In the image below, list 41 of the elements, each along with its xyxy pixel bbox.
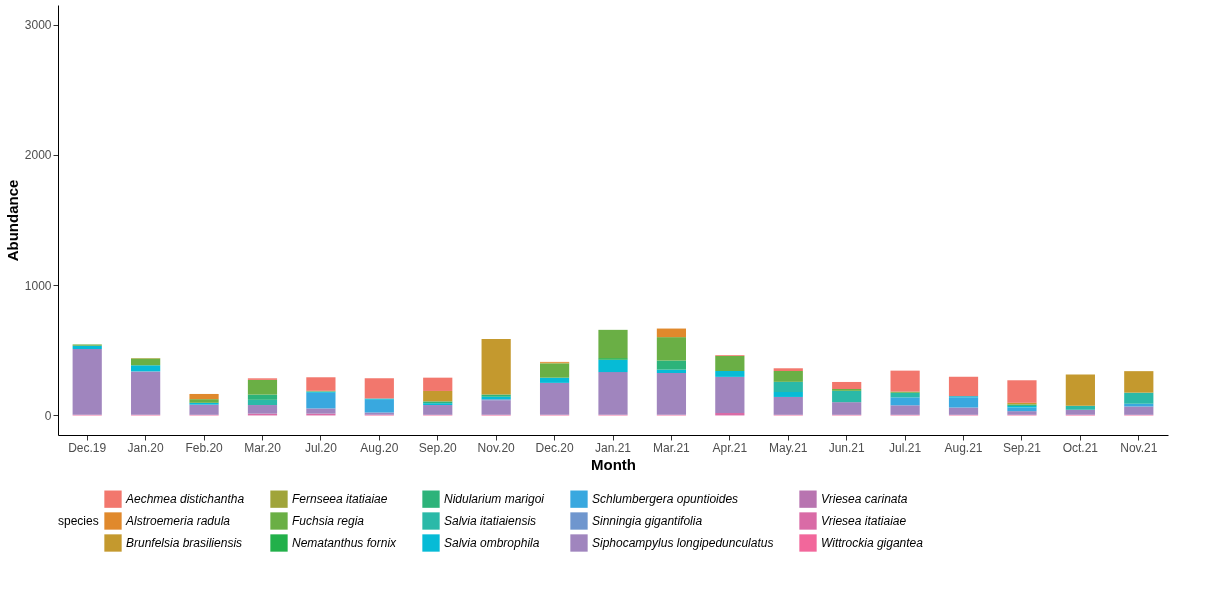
x-tick-label: Mar.21 bbox=[653, 440, 691, 455]
x-tick-label: Nov.20 bbox=[477, 440, 516, 455]
x-axis-title: Month bbox=[591, 455, 636, 473]
x-tick-label: Dec.19 bbox=[68, 440, 107, 455]
legend-label: Salvia ombrophila bbox=[444, 536, 540, 550]
x-tick-label: Oct.21 bbox=[1062, 440, 1099, 455]
y-tick-label: 1000 bbox=[24, 278, 52, 293]
x-tick-label: Apr.21 bbox=[712, 440, 748, 455]
legend-label: Schlumbergera opuntioides bbox=[592, 492, 739, 507]
legend-label: Wittrockia gigantea bbox=[821, 536, 924, 550]
legend-label: Aechmea distichantha bbox=[125, 492, 245, 507]
y-tick-label: 2000 bbox=[24, 148, 52, 163]
x-tick-label: Sep.21 bbox=[1002, 440, 1042, 455]
y-tick-label: 3000 bbox=[24, 18, 52, 33]
x-tick-label: Feb.20 bbox=[185, 440, 224, 455]
legend-title: species bbox=[58, 514, 99, 528]
x-tick-label: May.21 bbox=[769, 440, 808, 455]
x-tick-label: Sep.20 bbox=[418, 440, 458, 455]
legend-label: Vriesea itatiaiae bbox=[821, 514, 907, 528]
legend-label: Salvia itatiaiensis bbox=[444, 514, 537, 528]
x-tick-label: Jul.21 bbox=[889, 440, 922, 455]
x-tick-label: Aug.21 bbox=[944, 440, 983, 455]
legend-label: Fuchsia regia bbox=[292, 514, 365, 528]
legend-label: Fernseea itatiaiae bbox=[292, 492, 388, 507]
x-tick-label: Aug.20 bbox=[360, 440, 399, 455]
x-tick-label: Jun.21 bbox=[828, 440, 866, 455]
x-tick-label: Dec.20 bbox=[535, 440, 574, 455]
y-tick-label: 0 bbox=[44, 408, 52, 423]
legend-label: Nidularium marigoi bbox=[444, 492, 545, 507]
legend-label: Alstroemeria radula bbox=[125, 514, 231, 528]
legend-label: Brunfelsia brasiliensis bbox=[126, 536, 243, 550]
legend-label: Sinningia gigantifolia bbox=[592, 514, 703, 528]
legend-label: Siphocampylus longipedunculatus bbox=[592, 536, 774, 550]
x-tick-label: Mar.20 bbox=[244, 440, 282, 455]
x-tick-label: Jan.21 bbox=[594, 440, 632, 455]
x-tick-label: Jul.20 bbox=[304, 440, 338, 455]
x-tick-label: Nov.21 bbox=[1120, 440, 1158, 455]
legend-label: Nematanthus fornix bbox=[292, 536, 398, 550]
legend-label: Vriesea carinata bbox=[821, 492, 908, 507]
x-tick-label: Jan.20 bbox=[127, 440, 164, 455]
y-axis-title: Abundance bbox=[3, 179, 21, 262]
